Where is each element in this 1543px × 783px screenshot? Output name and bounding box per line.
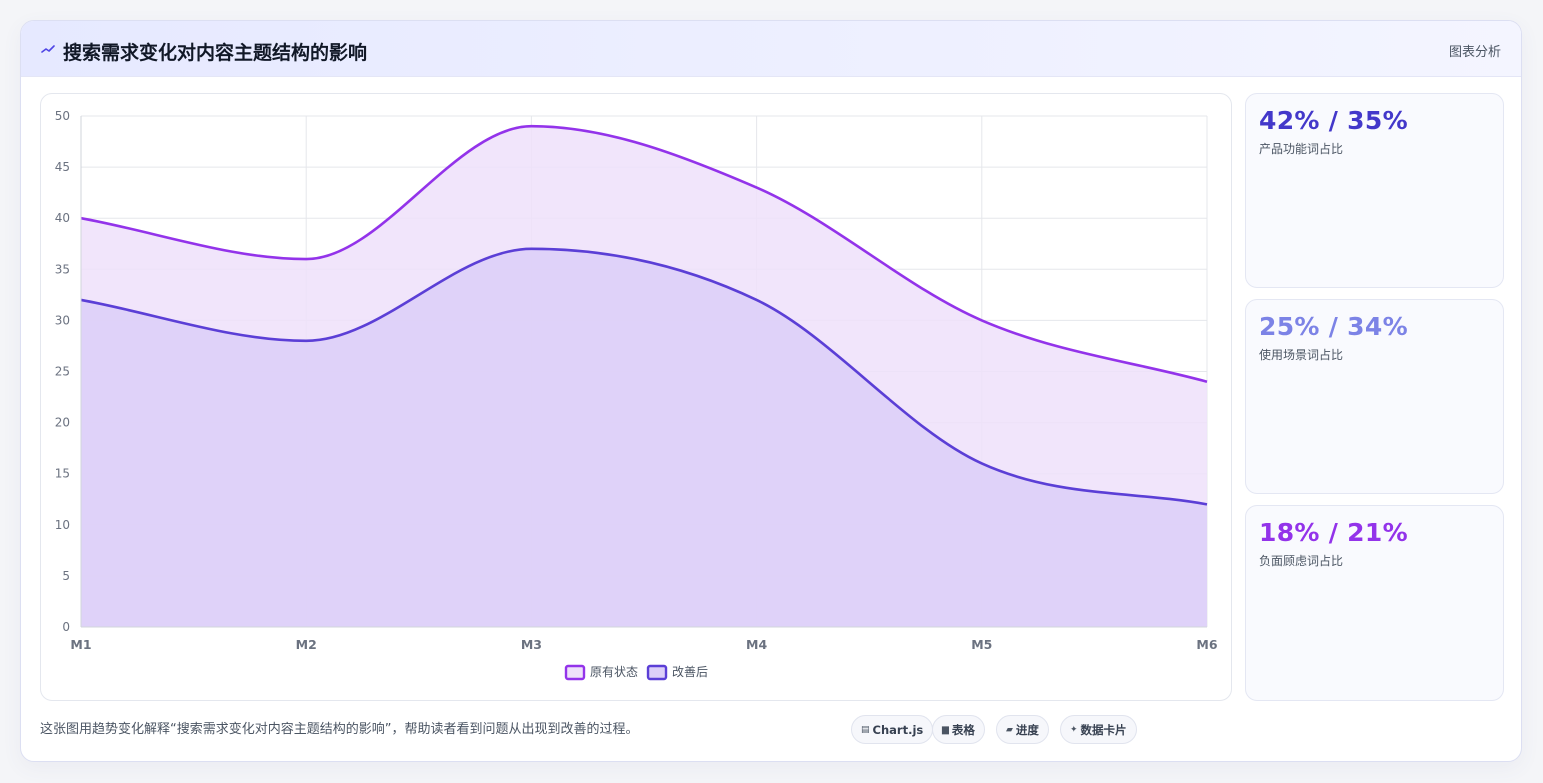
page-title: 搜索需求变化对内容主题结构的影响 — [63, 42, 368, 64]
chart-panel: 0 5 10 15 20 25 30 35 40 45 50 M1 M2 M3 M4 M5 M6 原有状态 改善后 — [40, 93, 1232, 701]
chip-label: 表格 — [951, 722, 975, 737]
y-tick-label: 35 — [55, 262, 70, 276]
stat-value: 42% / 35% — [1259, 106, 1408, 135]
chip-chartjs[interactable]: ▤ Chart.js — [851, 715, 934, 744]
card-header: 搜索需求变化对内容主题结构的影响 图表分析 — [21, 21, 1521, 77]
y-tick-label: 5 — [62, 569, 70, 583]
legend-swatch — [646, 664, 668, 681]
sparkle-icon: ✦ — [1070, 724, 1078, 735]
chart-card: 搜索需求变化对内容主题结构的影响 图表分析 0 5 10 15 20 25 30 35 40 45… — [20, 20, 1522, 762]
legend-label: 改善后 — [672, 664, 708, 679]
chart-icon: ▤ — [861, 724, 870, 735]
stat-label: 产品功能词占比 — [1259, 142, 1344, 156]
series-line-0 — [80, 124, 1208, 383]
y-tick-label: 0 — [62, 620, 70, 634]
stat-card-product-features: 42% / 35% 产品功能词占比 — [1245, 93, 1504, 288]
chip-label: 进度 — [1015, 722, 1039, 737]
table-icon: ▆ — [942, 724, 949, 735]
stat-label: 负面顾虑词占比 — [1259, 554, 1344, 568]
x-tick-label: M5 — [971, 637, 992, 652]
stat-value: 18% / 21% — [1259, 518, 1408, 547]
chip-progress[interactable]: ▰ 进度 — [996, 715, 1049, 744]
sparkline-icon — [41, 45, 55, 53]
y-tick-label: 25 — [55, 365, 70, 379]
stat-card-negative-concerns: 18% / 21% 负面顾虑词占比 — [1245, 505, 1504, 701]
x-tick-label: M1 — [70, 637, 91, 652]
legend-label: 原有状态 — [590, 665, 638, 679]
area-chart: 0 5 10 15 20 25 30 35 40 45 50 M1 M2 M3 M4 M5 M6 原有状态 改善后 — [55, 109, 1218, 681]
series-area-1 — [81, 248, 1207, 627]
chip-label: Chart.js — [872, 722, 924, 737]
stat-value: 25% / 34% — [1259, 312, 1408, 341]
chart-analysis-tag: 图表分析 — [1448, 45, 1501, 60]
x-tick-label: M6 — [1196, 637, 1217, 652]
y-tick-label: 50 — [55, 109, 70, 123]
y-tick-label: 45 — [55, 160, 70, 174]
chart-description: 这张图用趋势变化解释“搜索需求变化对内容主题结构的影响”，帮助读者看到问题从出现… — [40, 722, 639, 737]
series-line-1 — [80, 247, 1208, 506]
y-tick-label: 20 — [55, 416, 70, 430]
chip-data-cards[interactable]: ✦ 数据卡片 — [1060, 715, 1137, 744]
legend-swatch — [564, 664, 586, 681]
stat-card-usage-scenarios: 25% / 34% 使用场景词占比 — [1245, 299, 1504, 494]
y-tick-label: 15 — [55, 467, 70, 481]
chip-table[interactable]: ▆ 表格 — [932, 715, 985, 744]
y-tick-label: 30 — [55, 313, 70, 327]
y-tick-label: 40 — [55, 211, 70, 225]
x-tick-label: M4 — [746, 637, 767, 652]
chip-label: 数据卡片 — [1080, 722, 1127, 737]
y-tick-label: 10 — [55, 518, 70, 532]
stat-label: 使用场景词占比 — [1259, 348, 1344, 362]
x-tick-label: M2 — [296, 637, 317, 652]
x-tick-label: M3 — [521, 637, 542, 652]
progress-icon: ▰ — [1006, 724, 1013, 735]
